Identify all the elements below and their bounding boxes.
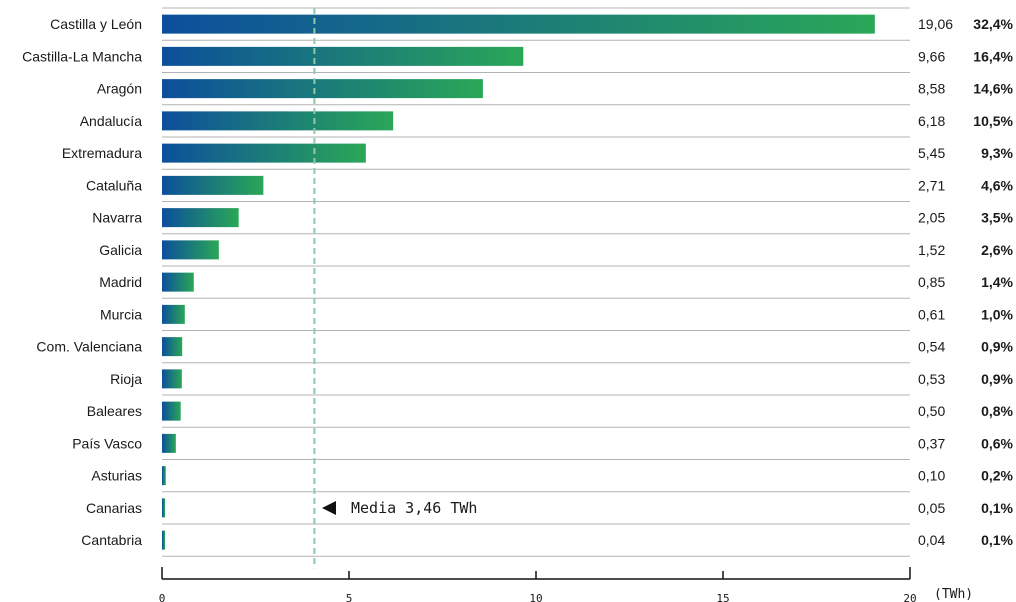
- bar: [162, 369, 182, 389]
- value-label: 9,66: [918, 48, 945, 64]
- value-label: 2,05: [918, 210, 945, 226]
- value-label: 0,54: [918, 339, 945, 355]
- bar: [162, 498, 165, 518]
- percent-label: 0,8%: [981, 403, 1013, 419]
- percent-label: 0,1%: [981, 500, 1013, 516]
- bar: [162, 337, 183, 357]
- bar: [162, 143, 366, 163]
- x-axis-unit-label: (TWh): [934, 587, 973, 602]
- bar: [162, 111, 394, 131]
- value-label: 8,58: [918, 81, 945, 97]
- category-label: Cataluña: [86, 177, 142, 193]
- bar: [162, 79, 483, 99]
- category-label: Extremadura: [62, 145, 142, 161]
- x-tick-label: 20: [903, 592, 916, 602]
- value-label: 0,37: [918, 435, 945, 451]
- bar: [162, 208, 239, 228]
- bar: [162, 14, 875, 34]
- mean-annotation-label: Media 3,46 TWh: [351, 499, 477, 517]
- category-label: Madrid: [99, 274, 142, 290]
- bar: [162, 304, 185, 324]
- value-label: 0,85: [918, 274, 945, 290]
- category-label: Castilla-La Mancha: [22, 48, 142, 64]
- category-label: Murcia: [100, 306, 142, 322]
- value-label: 0,50: [918, 403, 945, 419]
- x-axis: 0 5 10 15 20: [159, 567, 917, 602]
- x-tick-label: 0: [159, 592, 166, 602]
- percent-label: 2,6%: [981, 242, 1013, 258]
- value-label: 6,18: [918, 113, 945, 129]
- category-label: Cantabria: [81, 532, 142, 548]
- bars: [162, 14, 875, 550]
- mean-line-group: [313, 8, 336, 569]
- value-label: 0,61: [918, 306, 945, 322]
- bar: [162, 433, 176, 453]
- category-label: Galicia: [99, 242, 142, 258]
- x-tick-label: 5: [346, 592, 353, 602]
- value-labels: 19,06 32,4% 9,66 16,4% 8,58 14,6% 6,18 10,5% 5,4…: [918, 16, 1014, 548]
- category-label: Canarias: [86, 500, 142, 516]
- percent-label: 32,4%: [973, 16, 1013, 32]
- category-label: País Vasco: [72, 435, 142, 451]
- percent-label: 0,9%: [981, 371, 1013, 387]
- category-label: Andalucía: [80, 113, 142, 129]
- bar: [162, 466, 166, 486]
- category-label: Navarra: [92, 210, 142, 226]
- value-label: 1,52: [918, 242, 945, 258]
- percent-label: 4,6%: [981, 177, 1013, 193]
- bar: [162, 401, 181, 421]
- value-label: 5,45: [918, 145, 945, 161]
- category-labels: Castilla y León Castilla-La Mancha Aragón A…: [22, 16, 142, 548]
- category-label: Com. Valenciana: [36, 339, 142, 355]
- percent-label: 0,1%: [981, 532, 1013, 548]
- category-label: Asturias: [91, 468, 142, 484]
- bar: [162, 240, 219, 260]
- category-label: Rioja: [110, 371, 142, 387]
- bar: [162, 46, 524, 66]
- bar: [162, 175, 264, 195]
- percent-label: 1,4%: [981, 274, 1013, 290]
- value-label: 2,71: [918, 177, 945, 193]
- value-label: 0,05: [918, 500, 945, 516]
- value-label: 0,10: [918, 468, 945, 484]
- percent-label: 3,5%: [981, 210, 1013, 226]
- category-label: Castilla y León: [50, 16, 142, 32]
- bar: [162, 530, 165, 550]
- percent-label: 14,6%: [973, 81, 1013, 97]
- x-tick-label: 15: [716, 592, 729, 602]
- percent-label: 0,9%: [981, 339, 1013, 355]
- category-label: Baleares: [87, 403, 142, 419]
- percent-label: 1,0%: [981, 306, 1013, 322]
- grid-lines: [162, 7, 910, 557]
- mean-arrow-icon: [322, 501, 336, 515]
- x-tick-label: 10: [529, 592, 542, 602]
- percent-label: 9,3%: [981, 145, 1013, 161]
- percent-label: 0,2%: [981, 468, 1013, 484]
- bar: [162, 272, 194, 292]
- percent-label: 10,5%: [973, 113, 1013, 129]
- value-label: 0,53: [918, 371, 945, 387]
- percent-label: 0,6%: [981, 435, 1013, 451]
- percent-label: 16,4%: [973, 48, 1013, 64]
- category-label: Aragón: [97, 81, 142, 97]
- value-label: 0,04: [918, 532, 945, 548]
- value-label: 19,06: [918, 16, 953, 32]
